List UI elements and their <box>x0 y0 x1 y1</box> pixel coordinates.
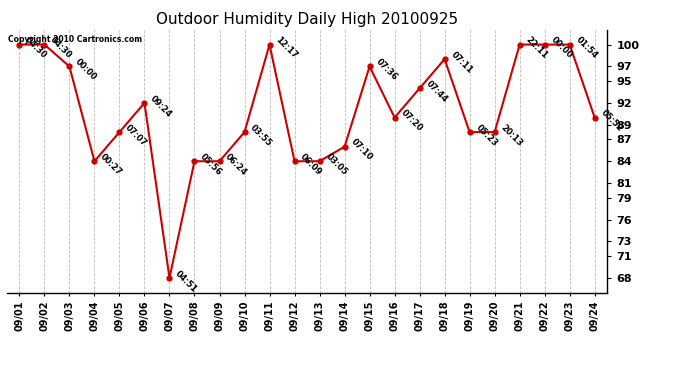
Text: Copyright 2010 Cartronics.com: Copyright 2010 Cartronics.com <box>8 35 142 44</box>
Text: 00:00: 00:00 <box>549 36 574 60</box>
Text: 07:10: 07:10 <box>348 138 374 163</box>
Text: 07:07: 07:07 <box>124 123 148 148</box>
Text: 07:36: 07:36 <box>374 57 399 82</box>
Text: 05:23: 05:23 <box>474 123 499 148</box>
Text: 20:13: 20:13 <box>499 123 524 148</box>
Text: 04:30: 04:30 <box>23 36 49 60</box>
Text: 06:09: 06:09 <box>299 152 324 177</box>
Text: 04:51: 04:51 <box>174 269 199 294</box>
Text: 03:05: 03:05 <box>324 152 349 177</box>
Text: 04:30: 04:30 <box>48 36 74 60</box>
Text: 22:11: 22:11 <box>524 36 549 61</box>
Text: 09:24: 09:24 <box>148 94 174 119</box>
Text: 06:24: 06:24 <box>224 152 249 177</box>
Text: 03:55: 03:55 <box>248 123 274 148</box>
Text: 00:00: 00:00 <box>74 57 99 82</box>
Text: 00:27: 00:27 <box>99 152 124 177</box>
Title: Outdoor Humidity Daily High 20100925: Outdoor Humidity Daily High 20100925 <box>156 12 458 27</box>
Text: 07:11: 07:11 <box>448 50 474 75</box>
Text: 07:44: 07:44 <box>424 79 449 104</box>
Text: 05:56: 05:56 <box>199 152 224 177</box>
Text: 12:17: 12:17 <box>274 36 299 61</box>
Text: 07:20: 07:20 <box>399 108 424 134</box>
Text: 01:54: 01:54 <box>574 36 599 61</box>
Text: 05:52: 05:52 <box>599 108 624 134</box>
